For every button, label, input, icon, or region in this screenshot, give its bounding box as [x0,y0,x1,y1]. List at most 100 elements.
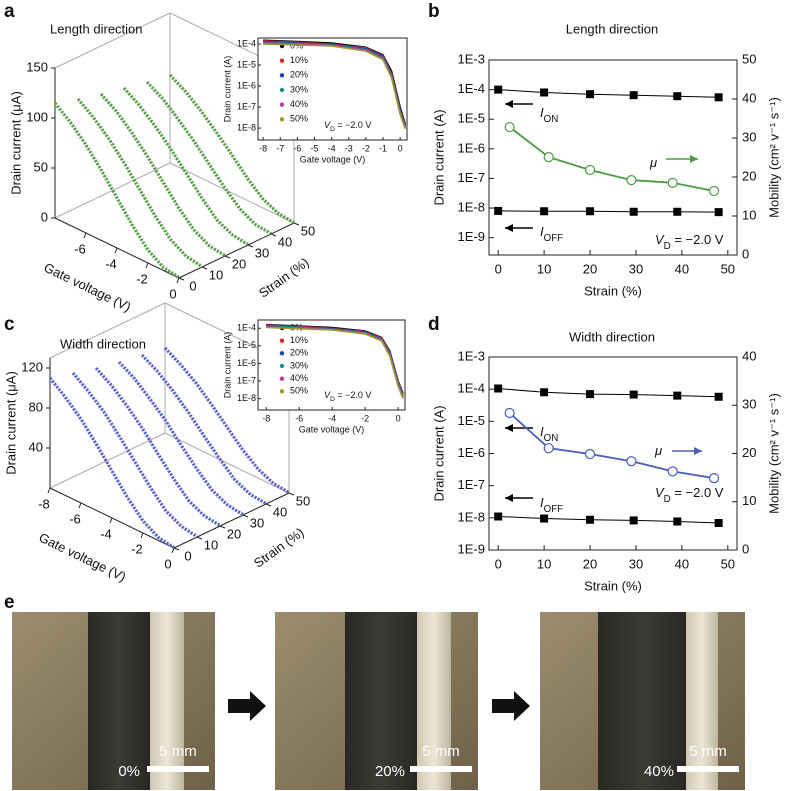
scale-bar [677,766,739,772]
curve [145,80,272,235]
series-label: IOFF [540,224,563,244]
marker [629,390,638,399]
x-tick-label: -2 [131,541,143,556]
annotation: VD = −2.0 V [655,232,724,252]
x-tick-label: 0 [495,556,502,571]
x-tick-label: -8 [262,413,270,423]
marker [494,85,503,94]
panel-label: a [4,1,15,22]
y-tick-label: 1E-8 [458,200,485,215]
back-edge [164,432,290,494]
y-tick-label: 1E-8 [237,393,256,403]
strain-label: 40% [644,763,674,780]
y-tick-label: 1E-6 [237,80,256,90]
x-tick-label: -2 [136,271,148,286]
z-tick-label: 80 [29,399,43,414]
x-tick-label: 40 [675,261,689,276]
z-axis-label: Drain current (μA) [3,371,18,475]
series-label-part: I [540,495,544,510]
curve [94,366,221,527]
x-axis-label: Gate voltage (V) [37,530,129,585]
x-tick-label: 0 [164,556,171,571]
chart-title: Width direction [569,329,655,344]
x-tick [109,517,113,524]
legend-marker [279,351,285,356]
series-label-part: μ [654,443,662,458]
y-tick-label: 1E-6 [458,445,485,460]
x-tick [140,532,144,539]
marker [543,152,554,163]
y2-axis-label: Mobility (cm² v⁻¹ s⁻¹) [766,393,781,514]
back-edge [54,162,171,219]
legend-label: 10% [290,55,308,65]
x-tick-label: 10 [537,261,551,276]
arrow [228,691,266,721]
series-label: ION [540,424,558,444]
marker [504,121,515,133]
x-tick-label: -3 [345,143,353,153]
x-tick [145,262,149,269]
y-tick-label: 1E-5 [237,59,256,69]
x-tick-label: 50 [721,556,735,571]
arrow-head [505,100,513,108]
y-tick-label: 1E-8 [237,122,256,132]
film [88,612,150,790]
y-tick-label: 10 [209,267,223,282]
marker [629,91,638,100]
y-axis [178,222,295,279]
legend-marker [279,73,285,78]
series-label-part: μ [649,155,657,170]
y-tick-label: 20 [227,526,241,541]
y-axis-label: Strain (%) [256,255,312,301]
x-tick-label: -7 [276,143,284,153]
panel-label: e [4,592,15,613]
legend-marker [279,87,285,93]
legend-marker [279,102,285,107]
y-tick-label: 1E-6 [237,358,256,368]
marker [714,392,723,401]
marker [673,207,682,216]
annotation-part: = −2.0 V [335,390,372,400]
z-tick-label: 40 [29,439,43,454]
panel-label: b [428,1,440,22]
marker [714,519,723,528]
y2-tick-label: 30 [742,129,756,144]
z-tick-label: 150 [26,59,48,74]
y-tick [224,255,231,259]
marker [708,473,720,484]
marker [494,512,503,521]
scale-bar-label: 5 mm [159,743,197,760]
x-tick-label: 0 [396,413,401,423]
legend-label: 40% [290,99,308,109]
arrow-head [505,424,513,432]
annotation-part: = −2.0 V [671,232,724,247]
curve [168,73,295,224]
legend-marker [279,389,285,394]
y-tick-label: 20 [232,256,246,271]
y-tick-label: 1E-7 [458,477,485,492]
y-tick [293,222,300,226]
legend-marker [279,376,285,381]
series-label: IOFF [540,495,563,515]
series-label-part: I [540,424,544,439]
series-label-part: ON [544,114,559,125]
z-axis-label: Drain current (μA) [8,91,23,195]
y-tick-label: 1E-4 [458,81,485,96]
y2-tick-label: 50 [742,51,756,66]
y-tick-label: 1E-7 [237,101,256,111]
curve [76,97,203,268]
marker [586,390,595,399]
panel-label: c [4,314,15,335]
curve [266,326,404,399]
y-tick-label: 1E-3 [458,51,485,66]
legend-label: 40% [290,373,308,383]
y-tick [201,266,208,270]
x-tick-label: 50 [721,261,735,276]
film [345,612,417,790]
y-tick-label: 1E-4 [458,381,485,396]
marker [629,516,638,525]
legend-marker [279,363,285,369]
legend-label: 20% [290,348,308,358]
chart-title: Length direction [50,21,143,36]
annotation-part: D [330,126,335,133]
